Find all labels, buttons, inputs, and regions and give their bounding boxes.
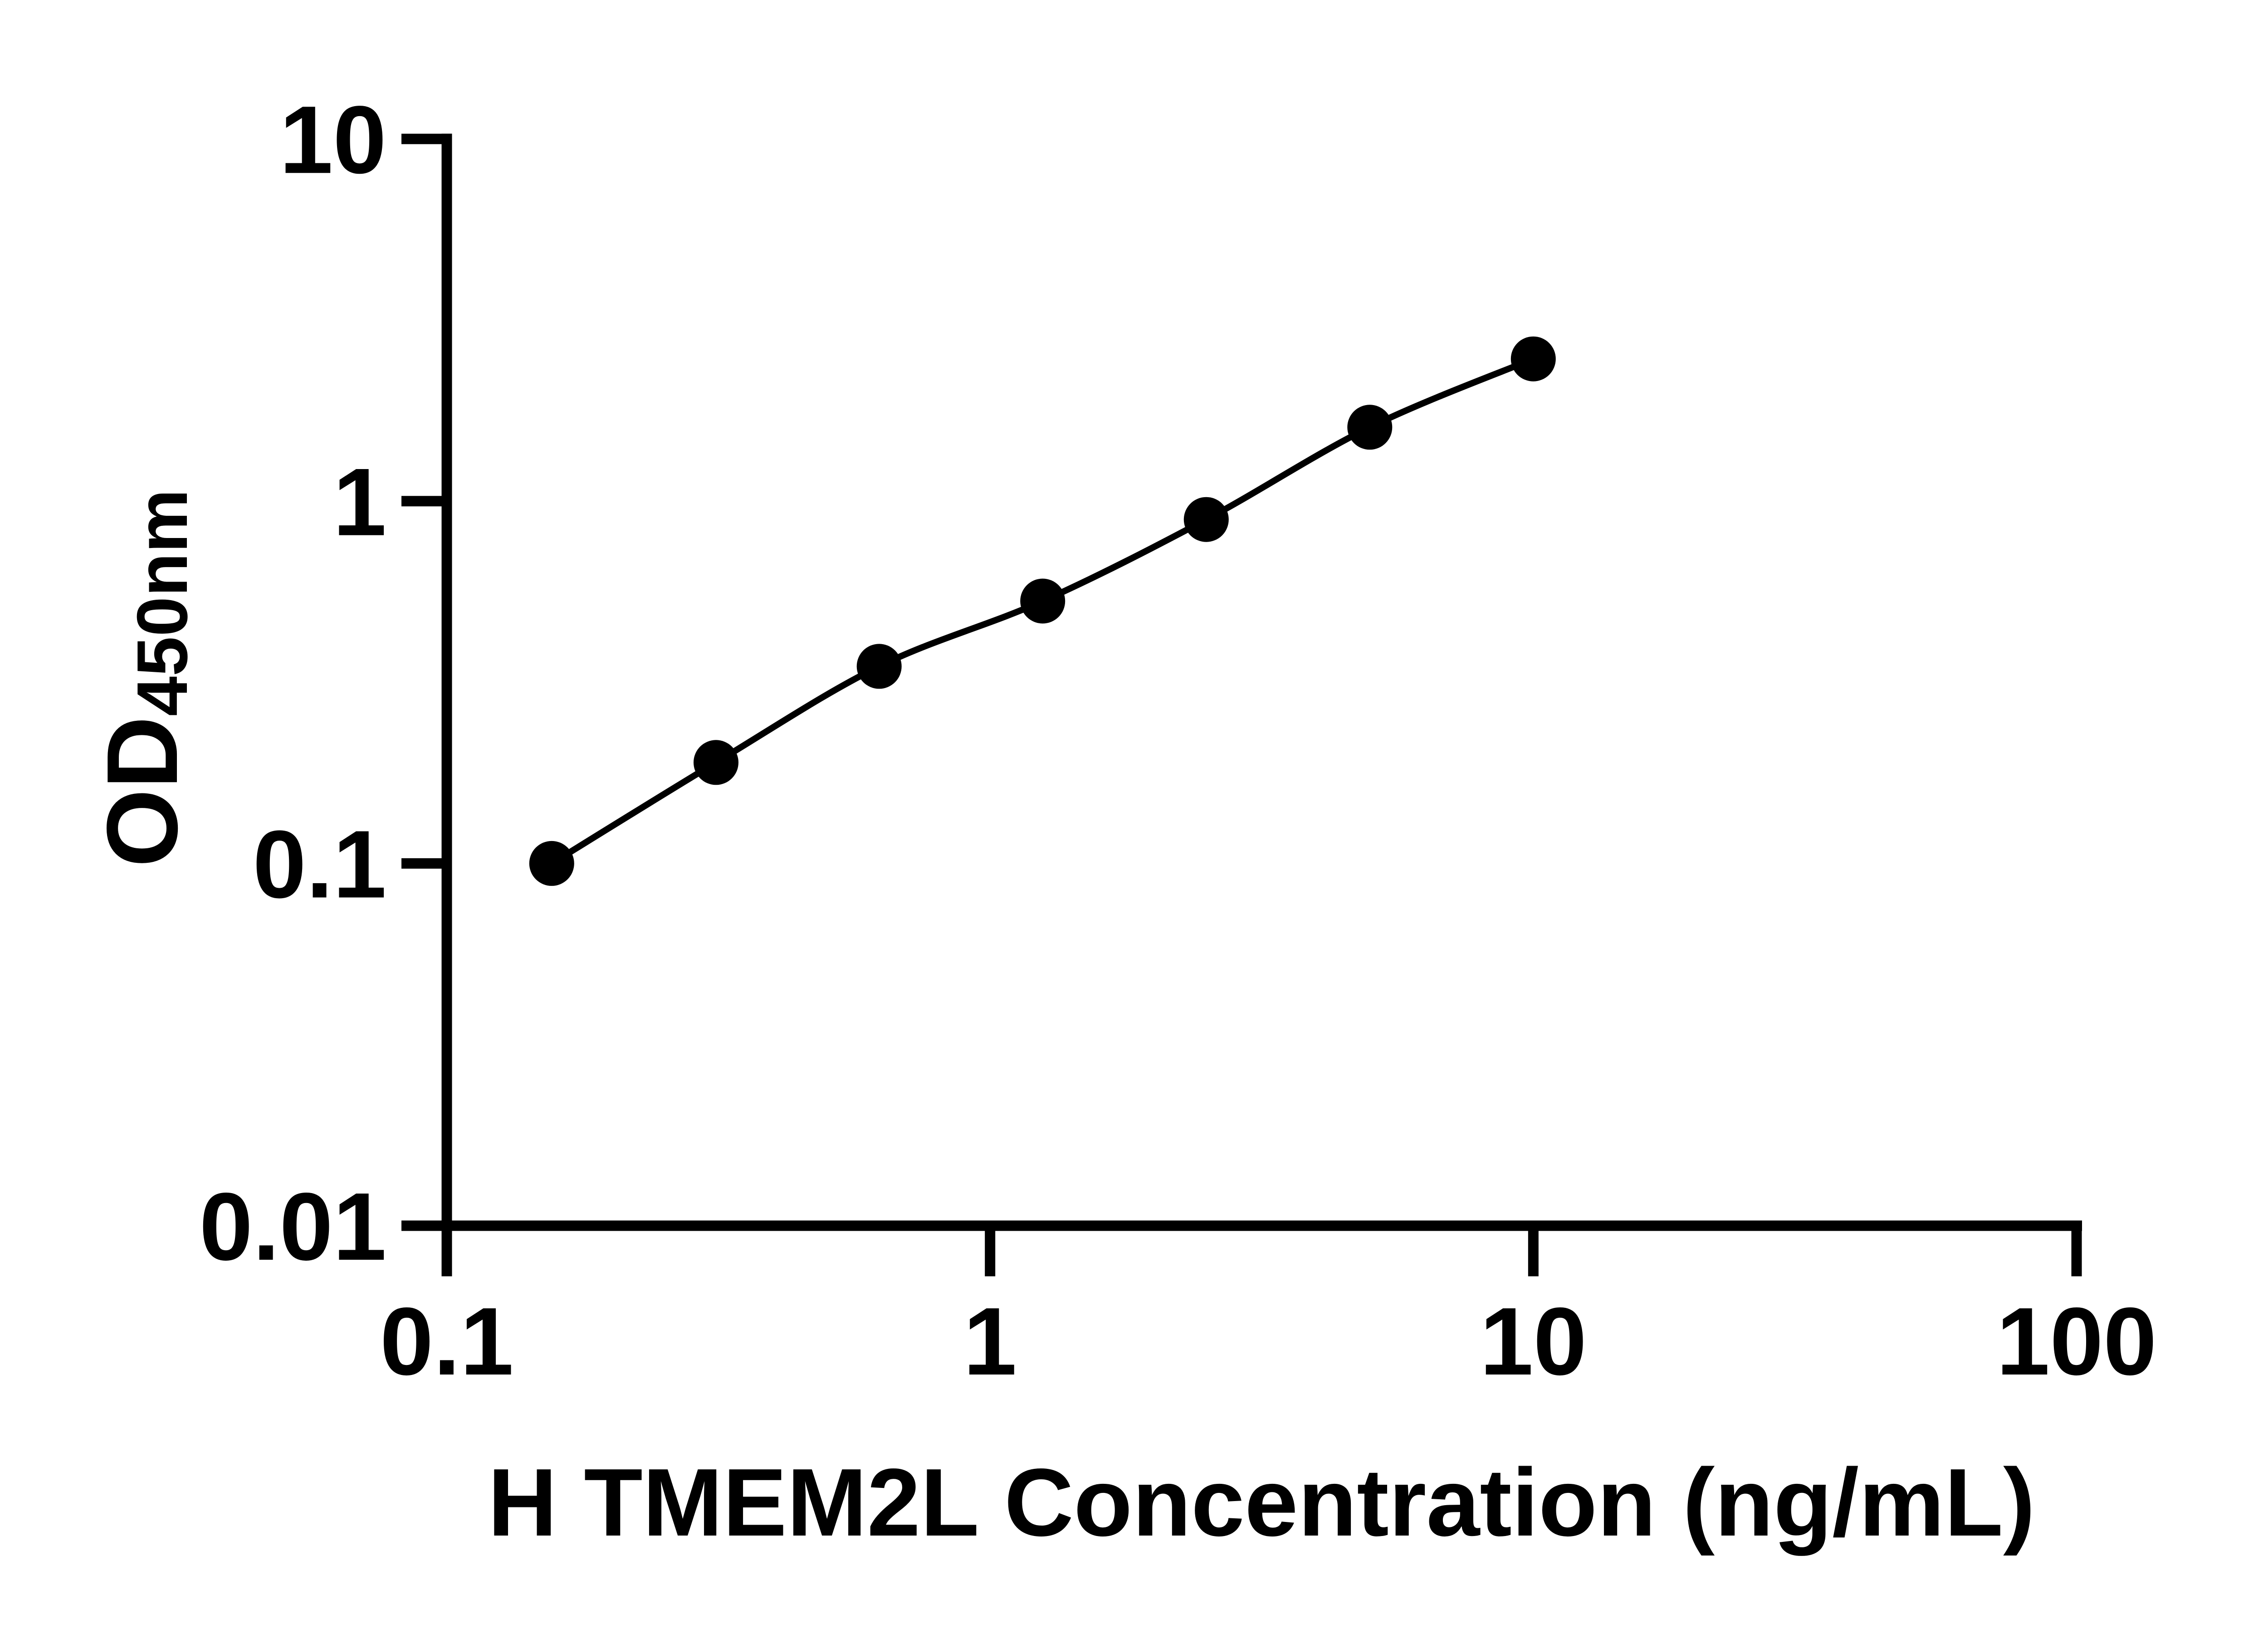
x-tick-label: 1 — [963, 1287, 1017, 1395]
x-tick-label: 0.1 — [380, 1287, 514, 1395]
data-point — [1183, 497, 1229, 542]
y-axis-title-main: OD — [86, 716, 199, 867]
y-tick-label: 0.1 — [253, 810, 386, 918]
data-point — [1020, 578, 1066, 624]
y-tick-label: 0.01 — [199, 1173, 386, 1280]
data-point — [694, 740, 738, 785]
data-point — [856, 644, 902, 689]
x-tick-label: 10 — [1480, 1287, 1587, 1395]
data-points — [529, 336, 1556, 886]
data-point — [1510, 336, 1556, 382]
y-tick-label: 1 — [333, 448, 386, 556]
data-point — [529, 841, 574, 886]
y-axis-title: OD450nm — [86, 489, 202, 867]
x-tick-label: 100 — [1996, 1287, 2157, 1395]
y-axis-title-subscript: 450nm — [122, 489, 202, 716]
x-axis-title: H TMEM2L Concentration (ng/mL) — [488, 1448, 2035, 1556]
y-tick-label: 10 — [279, 86, 386, 193]
data-point — [1347, 405, 1393, 450]
